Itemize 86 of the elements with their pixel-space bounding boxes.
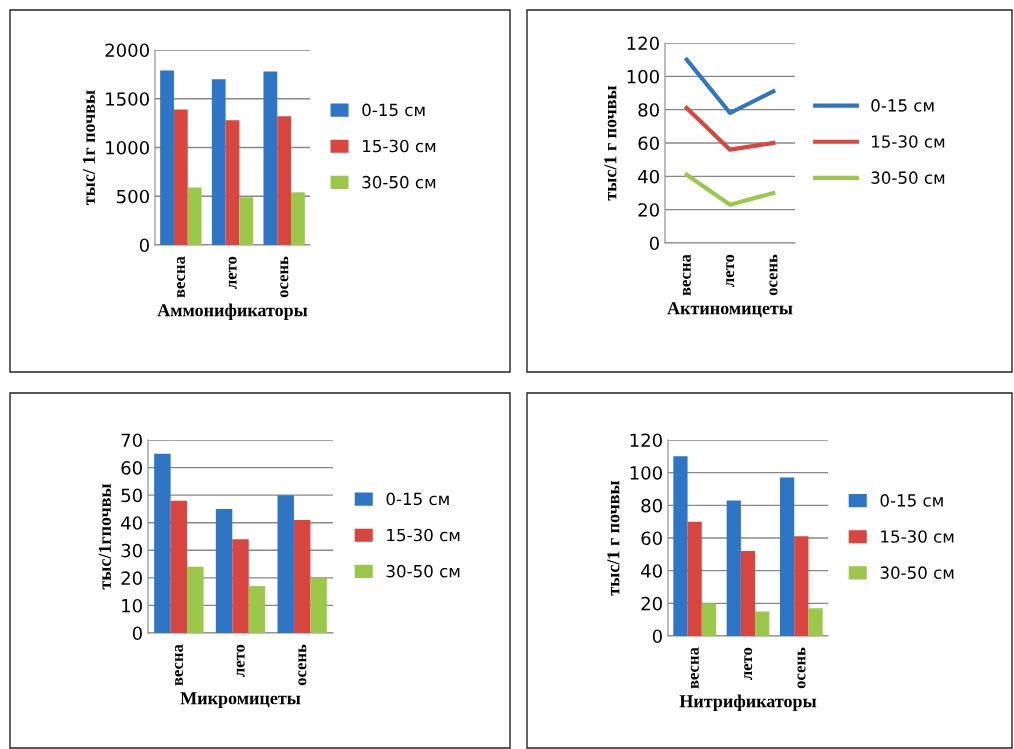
y-tick-label: 80 [641, 498, 662, 513]
y-tick-label: 10 [122, 598, 142, 613]
y-tick-label: 60 [641, 531, 662, 546]
x-tick-label: осень [280, 256, 289, 298]
legend-label: 15-30 см [363, 139, 436, 153]
y-tick-label: 1500 [106, 92, 149, 106]
x-tick-label: осень [769, 254, 778, 296]
y-tick-label: 1000 [106, 140, 149, 155]
x-tick-label: лето [228, 256, 237, 289]
bar [808, 608, 823, 636]
legend-label: 0-15 см [362, 103, 425, 117]
bar [232, 539, 249, 633]
bar [248, 586, 266, 633]
x-tick-label: лето [726, 254, 735, 287]
bar [740, 551, 756, 636]
bar [173, 109, 188, 245]
legend-label: 0-15 см [871, 99, 934, 112]
bar [154, 453, 171, 633]
x-axis-title: Аммонификаторы [157, 303, 308, 320]
y-tick-label: 50 [121, 488, 142, 503]
bar [187, 187, 202, 245]
y-tick-label: 0 [132, 626, 142, 641]
bar [211, 79, 226, 245]
y-tick-label: 20 [121, 571, 142, 585]
bar [780, 477, 795, 636]
legend-label: 15-30 см [881, 530, 954, 543]
legend-label: 15-30 см [387, 528, 460, 542]
bar [239, 197, 254, 245]
x-tick-label: весна [682, 254, 691, 296]
legend-label: 30-50 см [880, 566, 954, 579]
bar [293, 519, 311, 633]
y-tick-label: 0 [139, 238, 149, 253]
bar [673, 456, 688, 636]
x-axis-title: Актиномицеты [667, 302, 793, 318]
y-tick-label: 40 [121, 516, 142, 530]
x-tick-label: лето [236, 644, 245, 677]
bar [310, 577, 327, 633]
y-tick-label: 120 [630, 433, 662, 448]
bar [170, 500, 188, 633]
y-tick-label: 70 [121, 433, 142, 448]
x-tick-label: лето [744, 647, 753, 680]
y-tick-label: 40 [638, 169, 659, 184]
bar [225, 120, 240, 245]
y-tick-label: 30 [121, 543, 142, 558]
x-tick-label: осень [797, 647, 806, 689]
y-axis-title: тыс/1 г почвы [607, 480, 620, 596]
legend-label: 15-30 см [872, 135, 945, 148]
legend-label: 0-15 см [386, 492, 449, 506]
legend-label: 30-50 см [386, 564, 460, 578]
y-tick-label: 40 [641, 564, 662, 578]
y-tick-label: 20 [638, 203, 659, 217]
x-tick-label: весна [174, 644, 184, 686]
bar [263, 71, 278, 245]
y-tick-label: 120 [627, 36, 659, 51]
y-axis-title: тыс/1гпочвы [98, 483, 111, 590]
x-axis-title: Микромицеты [180, 692, 301, 708]
y-tick-label: 60 [638, 136, 659, 151]
y-axis-title: тыс/1 г почвы [604, 85, 617, 201]
y-tick-label: 20 [641, 596, 662, 611]
y-tick-label: 500 [117, 189, 149, 204]
bar [291, 192, 305, 245]
bar [755, 611, 770, 636]
bar [215, 508, 233, 633]
y-tick-label: 0 [652, 629, 662, 644]
bar [726, 500, 741, 636]
y-tick-label: 100 [627, 69, 659, 84]
y-tick-label: 0 [649, 236, 659, 251]
y-tick-label: 100 [630, 466, 662, 480]
bar [187, 566, 204, 633]
y-tick-label: 2000 [105, 43, 149, 58]
legend-label: 30-50 см [871, 171, 945, 184]
legend-label: 30-50 см [362, 175, 436, 189]
bar [160, 70, 174, 245]
bar [794, 536, 809, 636]
x-axis-title: Нитрификаторы [679, 694, 817, 711]
x-tick-label: весна [176, 256, 186, 298]
bar [687, 521, 702, 636]
bar [277, 495, 294, 633]
bar [277, 116, 292, 245]
y-tick-label: 60 [121, 461, 142, 475]
bar [701, 603, 716, 636]
x-tick-label: весна [690, 647, 699, 689]
legend-label: 0-15 см [880, 494, 943, 507]
x-tick-label: осень [298, 644, 307, 686]
y-tick-label: 80 [638, 103, 659, 117]
y-axis-title: тыс/ 1г почвы [82, 90, 95, 205]
